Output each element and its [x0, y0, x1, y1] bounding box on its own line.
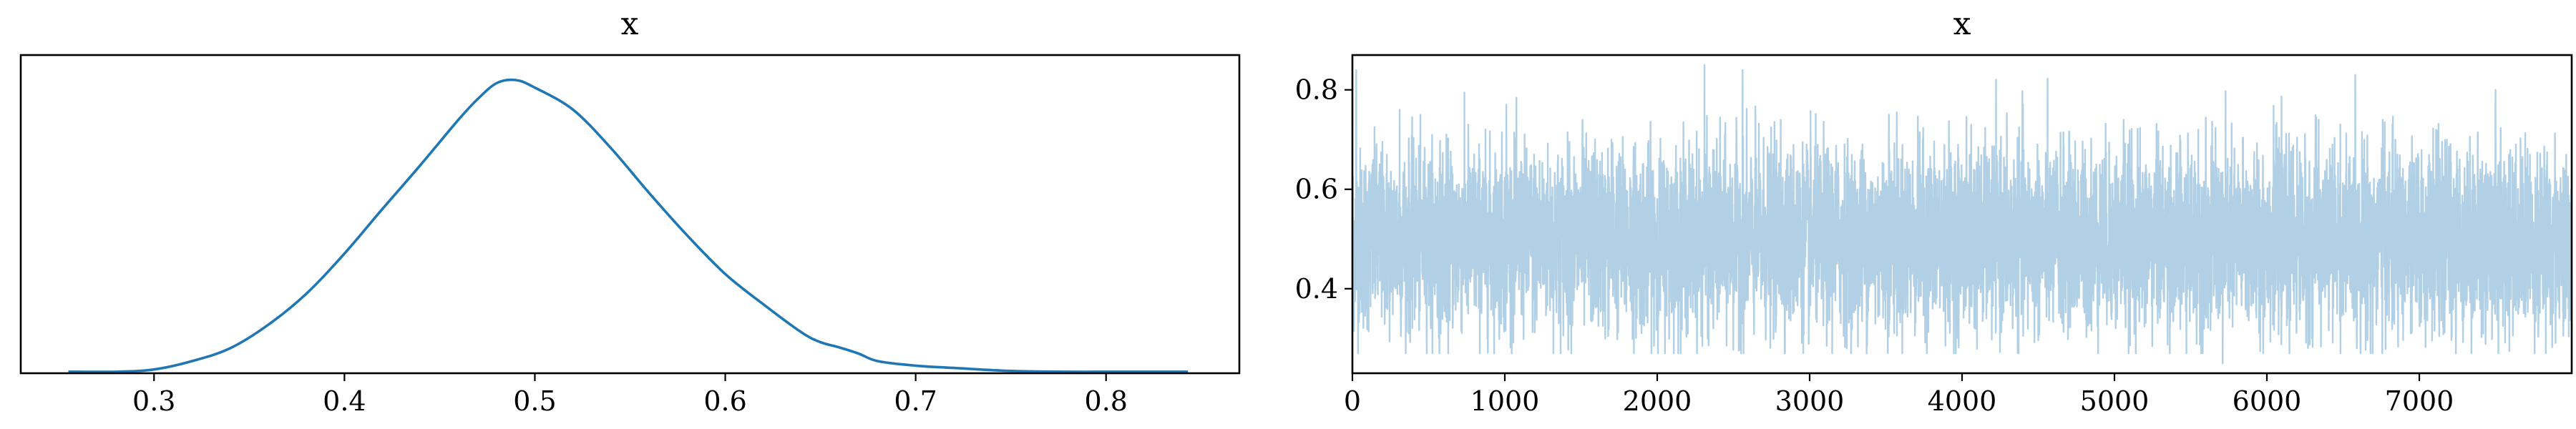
- trace-x-tick-label: 6000: [2233, 385, 2302, 417]
- trace-x-tick-label: 7000: [2385, 385, 2454, 417]
- density-x-tick-label: 0.6: [703, 385, 746, 417]
- trace-x-tick-label: 4000: [1928, 385, 1997, 417]
- trace-x-axis: 0 1000 2000 3000 4000 5000 6000 7000: [1344, 373, 2454, 417]
- trace-y-tick-label: 0.8: [1295, 74, 1338, 106]
- trace-x-tick-label: 0: [1344, 385, 1361, 417]
- trace-y-tick-label: 0.6: [1295, 174, 1338, 205]
- trace-x-tick-label: 2000: [1623, 385, 1692, 417]
- trace-panel: x 0 1000 2000 3000 4000 5000 6000 7000 0.40.60.…: [1295, 6, 2573, 417]
- density-x-tick-label: 0.7: [894, 385, 937, 417]
- trace-x-tick-label: 3000: [1775, 385, 1845, 417]
- density-curve: [68, 78, 1189, 373]
- trace-x-tick-label: 5000: [2080, 385, 2150, 417]
- density-x-tick-label: 0.4: [323, 385, 366, 417]
- density-plot-area: [68, 78, 1189, 373]
- trace-axes-frame: [1351, 54, 2573, 375]
- trace-y-tick-label: 0.4: [1295, 273, 1338, 305]
- trace-x-tick-label: 1000: [1470, 385, 1540, 417]
- density-panel: x 0.3 0.4 0.5 0.6 0.7 0.8: [19, 6, 1241, 417]
- trace-y-axis: 0.4 0.6 0.8: [1295, 74, 1352, 305]
- density-panel-title: x: [621, 6, 639, 42]
- trace-panel-title: x: [1953, 6, 1971, 42]
- trace-line: [1351, 64, 2572, 365]
- density-x-tick-label: 0.5: [513, 385, 556, 417]
- density-x-tick-label: 0.3: [132, 385, 175, 417]
- density-x-axis: 0.3 0.4 0.5 0.6 0.7 0.8: [132, 373, 1128, 417]
- density-x-tick-label: 0.8: [1085, 385, 1128, 417]
- trace-plot-area: [1351, 64, 2572, 365]
- density-axes-frame: [19, 54, 1241, 375]
